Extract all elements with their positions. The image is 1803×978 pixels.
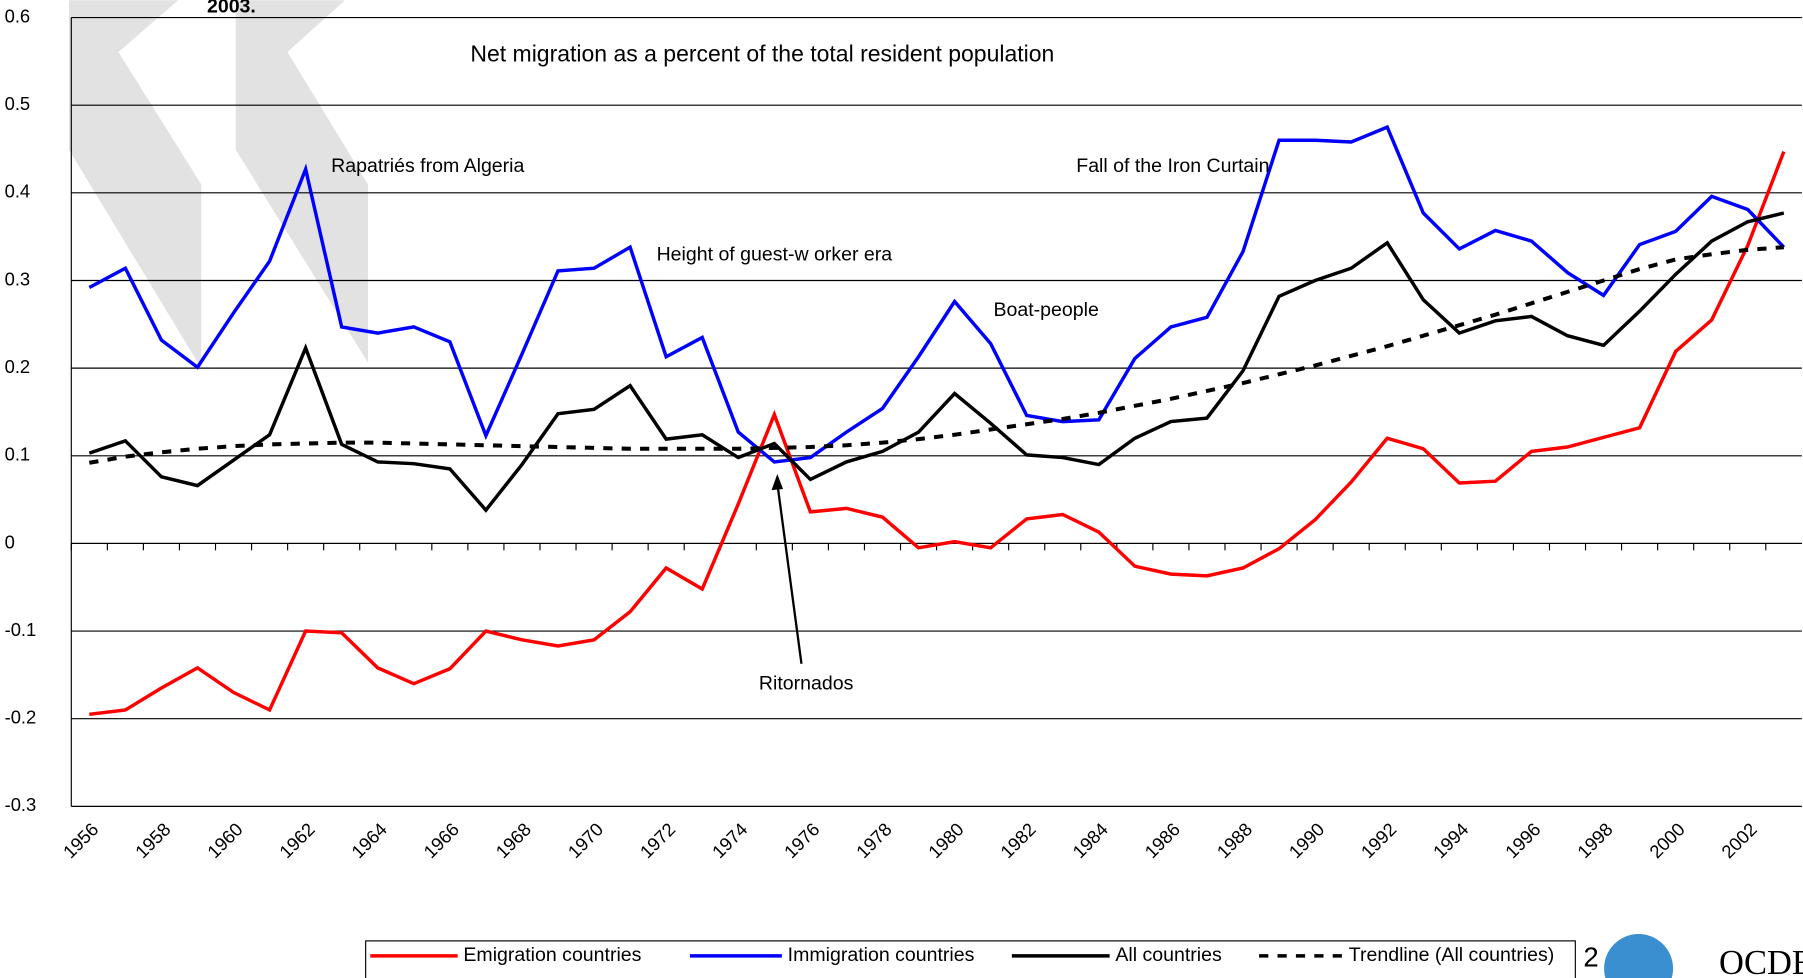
y-tick-label: 0.5 [5, 93, 31, 114]
y-tick-label: -0.1 [5, 619, 37, 640]
annotation: Rapatriés from Algeria [331, 155, 524, 177]
logo-circle [1604, 934, 1673, 978]
x-tick-label: 1968 [491, 818, 535, 862]
annotation: Boat-people [993, 299, 1098, 321]
y-tick-label: 0.4 [5, 181, 31, 202]
x-tick-label: 1998 [1573, 818, 1617, 862]
annotation: Ritornados [759, 673, 854, 695]
x-tick-label: 1986 [1140, 818, 1184, 862]
page-number: 2 [1583, 942, 1598, 973]
x-tick-label: 1992 [1357, 818, 1401, 862]
x-tick-label: 1984 [1068, 818, 1112, 862]
y-tick-label: -0.2 [5, 707, 37, 728]
x-tick-label: 1964 [347, 818, 391, 862]
legend-label: Trendline (All countries) [1349, 944, 1555, 966]
chart-subtitle: Net migration as a percent of the total … [470, 41, 1054, 67]
x-tick-label: 1980 [924, 818, 968, 862]
arrow-head [772, 474, 783, 490]
x-tick-label: 1966 [419, 818, 463, 862]
chevron [69, 0, 201, 368]
y-tick-label: -0.3 [5, 794, 37, 815]
x-tick-label: 1960 [203, 818, 247, 862]
y-tick-label: 0 [5, 531, 15, 552]
logo-text: OCDE [1719, 944, 1803, 978]
y-tick-label: 0.1 [5, 444, 31, 465]
x-tick-label: 2002 [1717, 818, 1761, 862]
y-tick-label: 0.2 [5, 356, 31, 377]
background-chevrons [69, 0, 368, 368]
x-tick-label: 1962 [275, 818, 319, 862]
annotation: Fall of the Iron Curtain [1076, 155, 1269, 177]
x-tick-label: 1988 [1212, 818, 1256, 862]
x-tick-label: 1970 [563, 818, 607, 862]
legend: Emigration countries Immigration countrie… [366, 941, 1576, 978]
legend-label: Immigration countries [788, 944, 975, 966]
legend-label: Emigration countries [463, 944, 641, 966]
x-tick-label: 2000 [1645, 818, 1689, 862]
x-tick-label: 1956 [59, 818, 103, 862]
title-fragment: 2003. [207, 0, 256, 17]
x-tick-label: 1978 [852, 818, 896, 862]
x-tick-label: 1990 [1285, 818, 1329, 862]
y-tick-label: 0.3 [5, 268, 31, 289]
annotation: Height of guest-w orker era [657, 244, 893, 266]
x-tick-label: 1976 [780, 818, 824, 862]
x-tick-label: 1958 [131, 818, 175, 862]
legend-label: All countries [1115, 944, 1222, 966]
y-tick-label: 0.6 [5, 5, 31, 26]
x-tick-label: 1972 [636, 818, 680, 862]
annotation-arrow [777, 483, 801, 664]
x-tick-label: 1982 [996, 818, 1040, 862]
x-tick-label: 1974 [708, 818, 752, 862]
page: 2003. Net migration as a percent of the … [0, 0, 1803, 978]
x-tick-label: 1994 [1429, 818, 1473, 862]
x-tick-label: 1996 [1501, 818, 1545, 862]
chart: 2003. Net migration as a percent of the … [0, 0, 1803, 978]
